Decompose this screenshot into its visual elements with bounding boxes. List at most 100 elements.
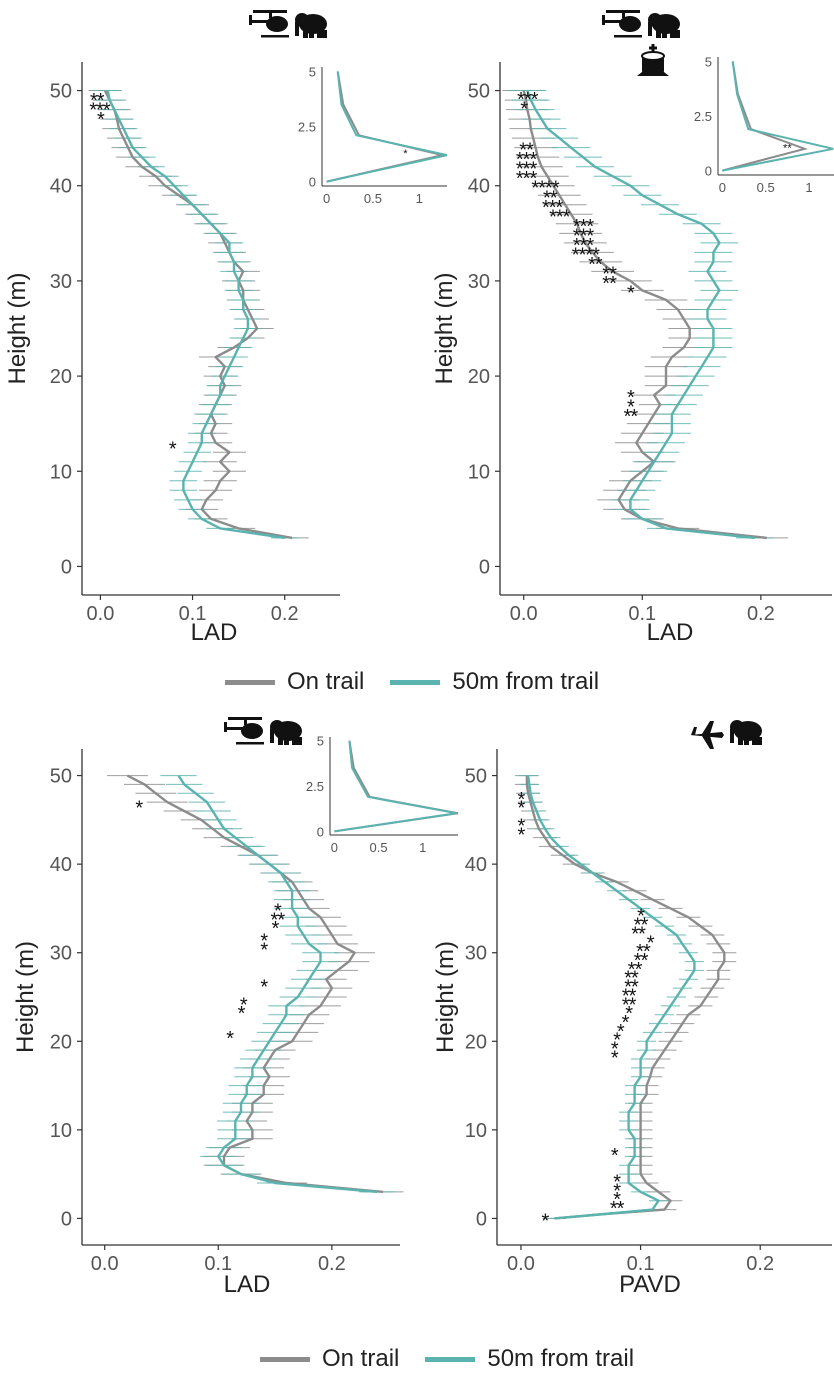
x-axis-label: LAD (191, 619, 238, 646)
significance-mark: ** (636, 941, 651, 963)
inset-chart-B: 0 2.5 5 0 0.5 1 ** (694, 54, 834, 195)
legend-label-off-trail: 50m from trail (452, 668, 600, 695)
inset-x-tick-label: 0.5 (757, 180, 775, 195)
series-line-off_trail (106, 90, 285, 540)
elephant-leg-back-2 (675, 30, 680, 38)
x-tick-label: 0.2 (746, 1253, 774, 1275)
helicopter-tail-fin (224, 722, 227, 732)
plus-v (651, 44, 655, 52)
helicopter-skid (614, 35, 642, 38)
inset-line-on_trail (334, 740, 459, 833)
elephant-icon (730, 720, 762, 745)
inset-x-tick-label: 0 (323, 191, 330, 206)
significance-mark: *** (517, 89, 539, 111)
elephant-leg-back (670, 30, 675, 38)
y-axis-label: Height (m) (431, 272, 458, 384)
inset-y-tick-label: 2.5 (694, 109, 712, 124)
significance-mark: * (260, 977, 268, 999)
y-tick-label: 0 (61, 1208, 72, 1230)
inset-x-tick-label: 1 (419, 840, 426, 855)
helicopter-rotor (253, 10, 287, 13)
elephant-leg-back (317, 30, 322, 38)
stump-top (641, 51, 665, 61)
x-tick-label: 0.0 (510, 603, 538, 625)
y-tick-label: 10 (468, 461, 490, 483)
x-axis-label: LAD (647, 619, 694, 646)
airplane-wing-top (702, 721, 714, 734)
x-tick-label: 0.1 (204, 1253, 232, 1275)
significance-mark: * (274, 900, 282, 922)
helicopter-icon (224, 717, 264, 745)
inset-line-on_trail (326, 71, 443, 183)
series-line-on_trail (103, 90, 293, 540)
significance-mark: **** (531, 178, 559, 200)
inset-x-tick-label: 0.5 (370, 840, 388, 855)
elephant-leg-front (278, 737, 283, 745)
legend-item-on-trail: On trail (225, 668, 364, 696)
significance-mark: * (617, 1021, 625, 1043)
helicopter-cabin (619, 16, 641, 32)
helicopter-icon (249, 10, 289, 38)
y-tick-label: 20 (465, 1031, 487, 1053)
elephant-trunk (295, 22, 299, 36)
significance-mark: * (240, 994, 248, 1016)
significance-mark: *** (573, 235, 595, 257)
significance-mark: * (520, 99, 528, 121)
inset-y-tick-label: 5 (705, 54, 712, 69)
significance-mark: ** (519, 140, 534, 162)
helicopter-cabin (241, 723, 263, 739)
helicopter-skid (236, 742, 264, 745)
elephant-leg-front (738, 737, 743, 745)
inset-y-tick-label: 0 (705, 164, 712, 179)
y-tick-label: 0 (61, 556, 72, 578)
helicopter-mast (269, 12, 272, 18)
series-line-on_trail (126, 774, 384, 1194)
helicopter-tail (251, 20, 269, 23)
series-line-off_trail (177, 774, 378, 1194)
significance-mark: * (541, 1210, 549, 1232)
significance-mark: ** (602, 263, 617, 285)
elephant-leg-front (303, 30, 308, 38)
significance-mark: ** (624, 977, 639, 999)
significance-mark: * (625, 1003, 633, 1025)
x-tick-label: 0.1 (179, 603, 207, 625)
inset-y-tick-label: 2.5 (306, 779, 324, 794)
significance-mark: *** (549, 206, 571, 228)
elephant-leg-back (292, 737, 297, 745)
significance-mark: **** (572, 244, 600, 266)
significance-mark: * (135, 798, 143, 820)
y-tick-label: 50 (50, 766, 72, 788)
y-tick-label: 50 (468, 81, 490, 103)
legend-label-on-trail-2: On trail (322, 1345, 400, 1372)
significance-mark: ** (628, 959, 643, 981)
significance-mark: ** (543, 187, 558, 209)
inset-y-tick-label: 0 (309, 175, 316, 190)
stump-trunk (642, 56, 664, 74)
inset-line-off_trail (722, 61, 834, 172)
significance-mark: *** (516, 159, 538, 181)
y-tick-label: 10 (50, 461, 72, 483)
elephant-trunk (730, 729, 734, 743)
significance-mark: * (627, 387, 635, 409)
elephant-leg-back-2 (757, 737, 762, 745)
inset-y-tick-label: 5 (317, 734, 324, 749)
significance-mark: * (647, 932, 655, 954)
y-axis-label: Height (m) (12, 941, 39, 1053)
inset-x-tick-label: 0.5 (364, 191, 382, 206)
elephant-leg-front (656, 30, 661, 38)
elephant-leg-front-2 (744, 737, 749, 745)
helicopter-tail (604, 20, 622, 23)
significance-mark: * (97, 109, 105, 131)
y-tick-label: 50 (50, 81, 72, 103)
significance-mark: * (613, 1180, 621, 1202)
legend-swatch-off-trail (390, 679, 441, 685)
significance-mark: ** (624, 968, 639, 990)
elephant-trunk (648, 22, 652, 36)
y-tick-label: 30 (50, 271, 72, 293)
plus-icon (649, 44, 657, 52)
significance-mark: * (627, 397, 635, 419)
elephant-leg-back (752, 737, 757, 745)
airplane-tail (691, 727, 697, 735)
significance-mark: ** (624, 406, 639, 428)
